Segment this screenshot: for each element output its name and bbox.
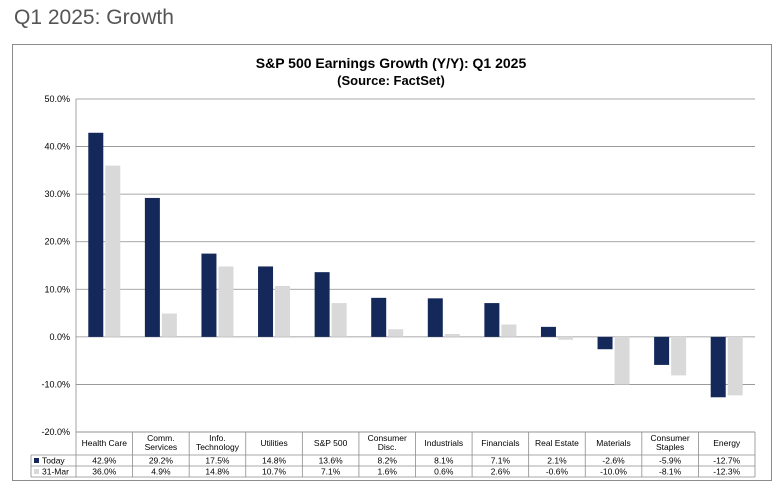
bar-31-mar: [161, 313, 177, 337]
category-label: Energy: [713, 438, 741, 448]
category-label: Industrials: [424, 438, 463, 448]
legend-label: 31-Mar: [42, 467, 69, 477]
chart-title: S&P 500 Earnings Growth (Y/Y): Q1 2025: [256, 55, 527, 71]
bar-today: [371, 297, 387, 337]
data-label: -5.9%: [659, 456, 682, 466]
bar-today: [540, 326, 556, 337]
legend-swatch-today: [34, 458, 39, 463]
data-label: -8.1%: [659, 467, 682, 477]
data-label: 36.0%: [92, 467, 117, 477]
y-tick-label: -10.0%: [41, 379, 70, 389]
data-label: 2.6%: [491, 467, 511, 477]
chart-frame: S&P 500 Earnings Growth (Y/Y): Q1 2025 (…: [12, 44, 772, 481]
bar-31-mar: [218, 266, 234, 337]
bar-31-mar: [727, 336, 743, 396]
bar-today: [654, 336, 670, 365]
data-label: -0.6%: [546, 467, 569, 477]
bar-31-mar: [275, 285, 291, 337]
bar-31-mar: [105, 165, 121, 337]
data-label: 7.1%: [321, 467, 341, 477]
bar-31-mar: [388, 329, 404, 337]
category-label: Comm.: [147, 433, 174, 443]
data-label: 4.9%: [151, 467, 171, 477]
bar-today: [258, 266, 274, 337]
category-label: Technology: [196, 442, 240, 452]
bar-today: [201, 253, 217, 337]
y-tick-label: 40.0%: [44, 142, 70, 152]
category-label: Health Care: [82, 438, 128, 448]
bar-31-mar: [557, 336, 573, 340]
page-title: Q1 2025: Growth: [14, 6, 174, 29]
category-label: Staples: [656, 442, 684, 452]
bar-today: [710, 336, 726, 398]
category-label: Consumer: [368, 433, 407, 443]
category-label: Disc.: [378, 442, 397, 452]
earnings-growth-chart: S&P 500 Earnings Growth (Y/Y): Q1 2025 (…: [30, 55, 756, 478]
y-tick-label: 20.0%: [44, 237, 70, 247]
data-label: -12.3%: [713, 467, 740, 477]
data-label: 10.7%: [262, 467, 287, 477]
legend-label: Today: [42, 456, 65, 466]
data-label: 0.6%: [434, 467, 454, 477]
bar-today: [314, 272, 330, 337]
chart-subtitle: (Source: FactSet): [337, 73, 445, 88]
bar-today: [597, 336, 613, 350]
data-label: 7.1%: [491, 456, 511, 466]
y-tick-label: 50.0%: [44, 94, 70, 104]
data-label: 29.2%: [149, 456, 174, 466]
data-label: 8.1%: [434, 456, 454, 466]
data-label: -12.7%: [713, 456, 740, 466]
y-tick-label: -20.0%: [41, 427, 70, 437]
data-label: 42.9%: [92, 456, 117, 466]
category-label: Materials: [596, 438, 630, 448]
bar-today: [427, 298, 443, 337]
data-label: -10.0%: [600, 467, 627, 477]
y-tick-label: 0.0%: [49, 332, 70, 342]
category-label: Consumer: [651, 433, 690, 443]
bar-31-mar: [501, 324, 517, 337]
y-tick-label: 10.0%: [44, 284, 70, 294]
bar-31-mar: [614, 336, 630, 385]
category-label: Info.: [209, 433, 226, 443]
data-label: 2.1%: [547, 456, 567, 466]
data-label: -2.6%: [602, 456, 625, 466]
data-label: 14.8%: [262, 456, 287, 466]
category-label: Utilities: [260, 438, 287, 448]
bar-31-mar: [331, 303, 347, 337]
category-label: S&P 500: [314, 438, 348, 448]
bar-today: [88, 132, 104, 337]
y-tick-label: 30.0%: [44, 189, 70, 199]
data-label: 17.5%: [205, 456, 230, 466]
category-label: Services: [145, 442, 178, 452]
data-label: 13.6%: [319, 456, 344, 466]
category-label: Real Estate: [535, 438, 579, 448]
bar-31-mar: [444, 334, 460, 337]
data-label: 1.6%: [378, 467, 398, 477]
bar-today: [144, 197, 160, 337]
data-label: 14.8%: [205, 467, 230, 477]
category-label: Financials: [481, 438, 519, 448]
data-label: 8.2%: [378, 456, 398, 466]
bar-today: [484, 303, 500, 337]
bar-31-mar: [671, 336, 687, 376]
legend-swatch-31-mar: [34, 469, 39, 474]
